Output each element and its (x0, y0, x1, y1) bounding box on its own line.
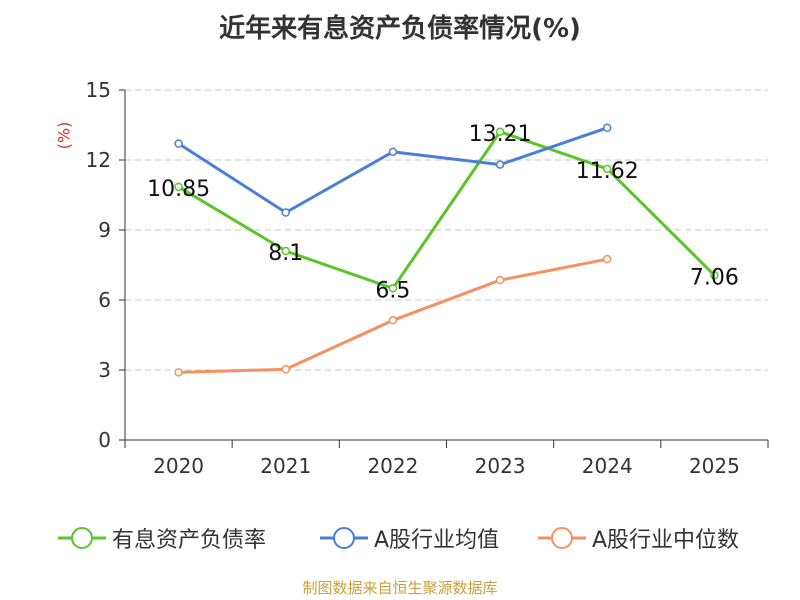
legend-label: 有息资产负债率 (112, 528, 267, 553)
legend-marker-icon (58, 527, 106, 549)
data-point (495, 160, 505, 169)
data-label: 8.1 (268, 241, 303, 266)
legend-circle (71, 527, 93, 549)
data-point (388, 316, 398, 325)
data-labels: 10.85 8.1 6.5 13.21 11.62 7.06 (147, 122, 739, 304)
x-tick-label: 2024 (582, 454, 633, 478)
data-point (281, 208, 290, 217)
x-tick-label: 2025 (689, 454, 740, 478)
legend-marker-icon (320, 527, 368, 549)
data-label: 7.06 (690, 265, 739, 290)
data-point (603, 164, 612, 174)
data-point (174, 182, 183, 192)
data-point (603, 123, 612, 133)
x-tick-label: 2022 (367, 454, 418, 478)
legend-item[interactable]: 有息资产负债率 (58, 520, 266, 556)
tick-labels: 0 3 6 9 12 15 2020 2021 2022 2023 2024 2025 (86, 78, 740, 478)
legend-item[interactable]: A股行业均值 (320, 520, 499, 556)
y-tick-label: 9 (98, 218, 111, 242)
data-point (281, 365, 290, 374)
data-point (174, 139, 183, 148)
data-point (388, 147, 398, 157)
data-label: 6.5 (375, 278, 410, 303)
y-tick-label: 0 (98, 428, 111, 452)
x-tick-label: 2023 (475, 454, 526, 478)
legend: 有息资产负债率 A股行业均值 A股行业中位数 (0, 520, 800, 556)
legend-marker-icon (538, 527, 586, 549)
series-line (177, 130, 716, 290)
series-lines (174, 123, 719, 377)
data-point (710, 271, 719, 280)
y-tick-label: 6 (98, 288, 111, 312)
legend-label: A股行业中位数 (592, 528, 740, 553)
x-tick-label: 2020 (153, 454, 204, 478)
data-point (495, 275, 505, 285)
data-label: 13.21 (469, 122, 532, 147)
data-point (495, 127, 505, 137)
grid-lines (125, 89, 768, 371)
y-tick-label: 3 (98, 358, 111, 382)
x-tick-label: 2021 (260, 454, 311, 478)
legend-circle (551, 527, 573, 549)
legend-item[interactable]: A股行业中位数 (538, 520, 739, 556)
chart-title: 近年来有息资产负债率情况(%) (219, 14, 581, 44)
data-point (388, 284, 398, 293)
data-point (603, 254, 612, 264)
data-point (281, 246, 290, 256)
y-tick-label: 15 (86, 78, 111, 102)
y-tick-label: 12 (86, 148, 111, 172)
axes (119, 89, 769, 448)
data-label: 11.62 (576, 159, 639, 184)
source-note: 制图数据来自恒生聚源数据库 (302, 579, 498, 597)
data-label: 10.85 (147, 177, 210, 202)
series-line (178, 257, 608, 374)
legend-label: A股行业均值 (374, 528, 500, 553)
data-point (174, 368, 183, 377)
legend-circle (333, 527, 355, 549)
series-line (177, 126, 608, 214)
